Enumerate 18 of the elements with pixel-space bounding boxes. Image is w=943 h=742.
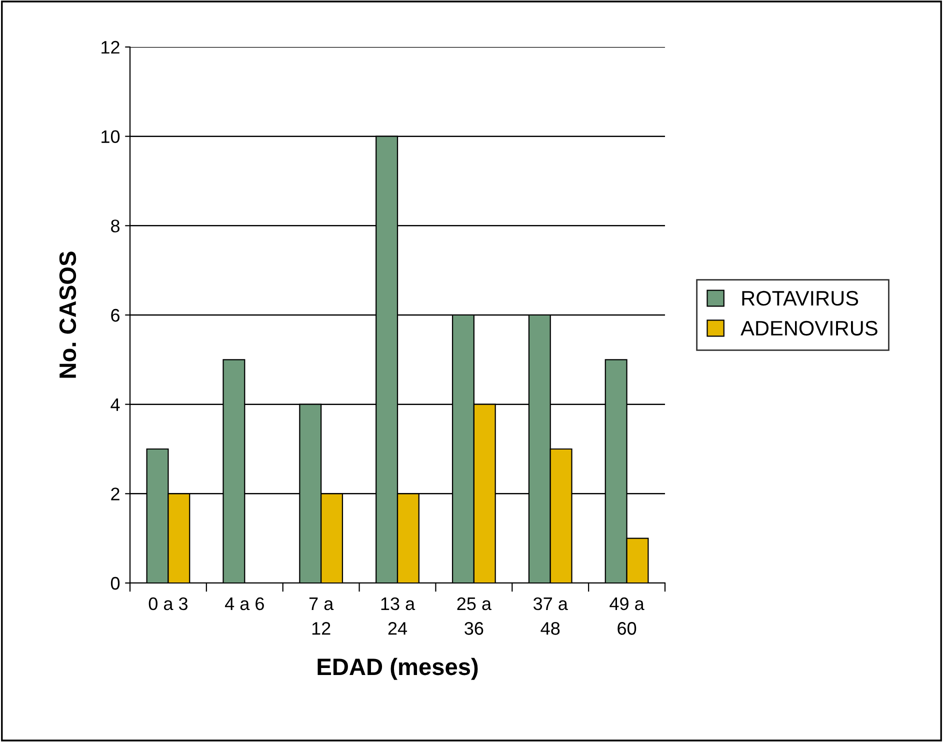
y-tick-label: 4 [110, 398, 120, 411]
x-tick-label: 4 a 6 [224, 597, 264, 610]
y-tick-label: 0 [110, 576, 120, 590]
y-tick-label: 12 [102, 40, 120, 54]
y-tick-label: 2 [111, 488, 120, 500]
legend-label: ADENOVIRUS [740, 320, 878, 336]
y-tick-label: 8 [111, 220, 120, 232]
y-tick-label: 10 [102, 130, 120, 144]
y-tick-label: 6 [111, 308, 120, 322]
x-axis-title: EDAD (meses) [318, 658, 478, 680]
x-tick-label: 49 a 60 [610, 597, 644, 635]
y-axis-title: No. CASOS [59, 252, 76, 378]
x-tick-label: 7 a 12 [309, 598, 334, 635]
x-tick-label: 13 a 24 [381, 597, 416, 635]
legend-label: ROTAVIRUS [742, 290, 858, 306]
x-tick-label: 37 a 48 [533, 597, 568, 635]
x-tick-label: 0 a 3 [148, 597, 188, 610]
x-tick-label: 25 a 36 [457, 597, 492, 635]
